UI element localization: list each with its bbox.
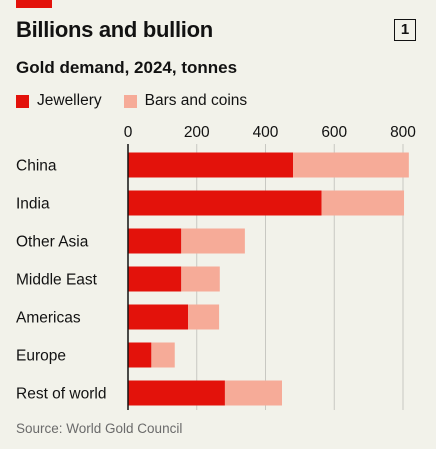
- bar-middle-east-jewellery: [128, 266, 182, 292]
- legend-item-bars-and-coins: Bars and coins: [123, 92, 248, 110]
- bar-americas-jewellery: [128, 304, 189, 330]
- source-note: Source: World Gold Council: [16, 421, 183, 436]
- legend-label-jewellery: Jewellery: [37, 92, 102, 109]
- brand-accent-bar: [16, 0, 52, 8]
- legend-item-jewellery: Jewellery: [16, 92, 102, 110]
- category-label-china: China: [16, 158, 57, 175]
- bar-china-jewellery: [128, 152, 293, 178]
- category-label-rest-of-world: Rest of world: [16, 386, 106, 403]
- category-label-india: India: [16, 196, 50, 213]
- x-tick-label-0: 0: [124, 124, 133, 141]
- chart-subtitle: Gold demand, 2024, tonnes: [16, 58, 238, 77]
- bar-india-bars-and-coins: [321, 190, 405, 216]
- bar-americas-bars-and-coins: [188, 304, 220, 330]
- category-label-europe: Europe: [16, 348, 66, 365]
- chart-number-badge: 1: [394, 19, 416, 41]
- bar-rest-of-world-jewellery: [128, 380, 225, 406]
- chart-legend: Jewellery Bars and coins: [16, 92, 269, 110]
- x-tick-label-200: 200: [184, 124, 210, 141]
- bar-other-asia-bars-and-coins: [181, 228, 245, 254]
- category-label-other-asia: Other Asia: [16, 234, 89, 251]
- bar-europe-jewellery: [128, 342, 152, 368]
- bar-other-asia-jewellery: [128, 228, 182, 254]
- x-tick-label-800: 800: [390, 124, 416, 141]
- legend-swatch-bars-and-coins: [123, 94, 137, 108]
- bar-rest-of-world-bars-and-coins: [224, 380, 282, 406]
- bar-china-bars-and-coins: [293, 152, 409, 178]
- x-tick-label-600: 600: [321, 124, 347, 141]
- legend-swatch-jewellery: [16, 94, 29, 108]
- bar-europe-bars-and-coins: [151, 342, 175, 368]
- category-label-middle-east: Middle East: [16, 272, 98, 289]
- chart-title: Billions and bullion: [16, 17, 213, 42]
- legend-label-bars-and-coins: Bars and coins: [144, 92, 248, 109]
- bar-middle-east-bars-and-coins: [181, 266, 220, 292]
- x-tick-label-400: 400: [253, 124, 279, 141]
- bar-india-jewellery: [128, 190, 322, 216]
- category-label-americas: Americas: [16, 310, 81, 327]
